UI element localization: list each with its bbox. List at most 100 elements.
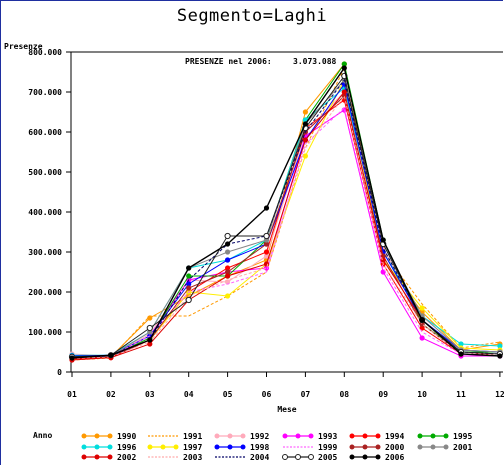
data-point	[147, 315, 153, 321]
legend-label: 1994	[385, 432, 404, 441]
series-2006	[69, 65, 503, 361]
data-point	[380, 237, 386, 243]
series-2004	[71, 78, 500, 359]
legend-label: 2000	[385, 443, 404, 452]
data-point	[146, 324, 153, 332]
series-1992	[69, 89, 503, 359]
series-1997	[69, 77, 503, 360]
data-point	[302, 153, 308, 159]
series-line	[71, 78, 500, 358]
legend-marker	[173, 444, 179, 450]
data-point	[225, 293, 231, 299]
legend-label: 2005	[318, 453, 337, 462]
y-tick-label: 200.000	[28, 288, 62, 297]
legend-entry-1993: 1993	[282, 432, 337, 441]
legend-entry-1998: 1998	[214, 443, 269, 452]
series-1999	[71, 107, 500, 359]
series-line	[71, 95, 500, 359]
legend-marker	[375, 433, 381, 439]
data-point	[497, 343, 503, 349]
data-point	[69, 355, 75, 361]
legend-entry-1991: 1991	[148, 432, 202, 441]
data-point	[341, 61, 347, 67]
legend-marker	[147, 444, 153, 450]
series-line	[71, 91, 500, 357]
legend-marker	[160, 444, 166, 450]
axes: Presenze 0 100.000 200.000 300.000 400.000 500…	[4, 42, 504, 414]
x-tick-label: 03	[145, 390, 155, 399]
data-point	[186, 273, 192, 279]
legend-marker	[375, 444, 381, 450]
legend-marker	[282, 433, 288, 439]
legend-marker	[362, 433, 368, 439]
series-1991	[71, 66, 500, 361]
legend-marker	[240, 444, 246, 450]
data-point	[263, 249, 270, 255]
data-point	[458, 351, 464, 357]
legend-marker	[107, 444, 113, 450]
x-tick-label: 08	[339, 390, 349, 399]
data-point	[458, 341, 464, 347]
series-2001	[69, 77, 503, 360]
x-tick-label: 07	[301, 390, 311, 399]
x-tick-label: 11	[456, 390, 466, 399]
chart-title: Segmento=Laghi	[176, 6, 328, 26]
legend-marker	[295, 454, 301, 460]
data-point	[225, 249, 231, 255]
data-point	[225, 265, 231, 271]
x-axis-label: Mese	[277, 405, 296, 414]
legend-marker	[240, 433, 246, 439]
x-tick-label: 12	[495, 390, 504, 399]
legend-marker	[430, 433, 436, 439]
legend-entry-2003: 2003	[148, 453, 202, 462]
legend-label: 1991	[183, 432, 202, 441]
data-point	[224, 232, 231, 240]
data-point	[497, 353, 503, 359]
x-tick-label: 01	[67, 390, 77, 399]
x-tick-label: 09	[378, 390, 388, 399]
x-tick-label: 05	[223, 390, 233, 399]
data-point	[225, 257, 231, 263]
data-point	[225, 273, 231, 279]
legend-label: 1998	[250, 443, 269, 452]
legend-label: 2001	[453, 443, 472, 452]
legend-marker	[227, 433, 233, 439]
data-point	[263, 253, 270, 259]
y-axis-label: Presenze	[4, 42, 43, 51]
legend-marker	[282, 454, 288, 460]
x-tick-label: 04	[184, 390, 194, 399]
legend-marker	[443, 444, 449, 450]
legend-label: 2004	[250, 453, 269, 462]
legend-entry-2004: 2004	[215, 453, 269, 462]
legend-entry-2001: 2001	[417, 443, 472, 452]
legend-marker	[94, 454, 100, 460]
data-point	[186, 285, 192, 291]
data-point	[186, 265, 192, 271]
series-line	[71, 62, 500, 360]
data-point	[263, 241, 270, 247]
legend-entry-1994: 1994	[349, 432, 404, 441]
legend-title: Anno	[33, 431, 52, 440]
series-line	[71, 66, 500, 359]
data-point	[302, 137, 308, 143]
legend-entry-1999: 1999	[283, 443, 337, 452]
series-1993	[69, 107, 503, 359]
data-point	[108, 352, 114, 358]
series-line	[71, 107, 500, 359]
series-line	[71, 82, 500, 357]
legend-marker	[417, 433, 423, 439]
data-point	[185, 296, 192, 304]
data-point	[147, 337, 153, 343]
legend-entry-1990: 1990	[81, 432, 136, 441]
legend-marker	[417, 444, 423, 450]
annotation-value: 3.073.088	[293, 57, 337, 66]
y-tick-label: 100.000	[28, 328, 62, 337]
data-point	[225, 241, 231, 247]
legend-entry-1997: 1997	[147, 443, 202, 452]
legend-marker	[81, 454, 87, 460]
legend-marker	[349, 444, 355, 450]
legend-label: 1999	[318, 443, 337, 452]
y-tick-label: 700.000	[28, 88, 62, 97]
